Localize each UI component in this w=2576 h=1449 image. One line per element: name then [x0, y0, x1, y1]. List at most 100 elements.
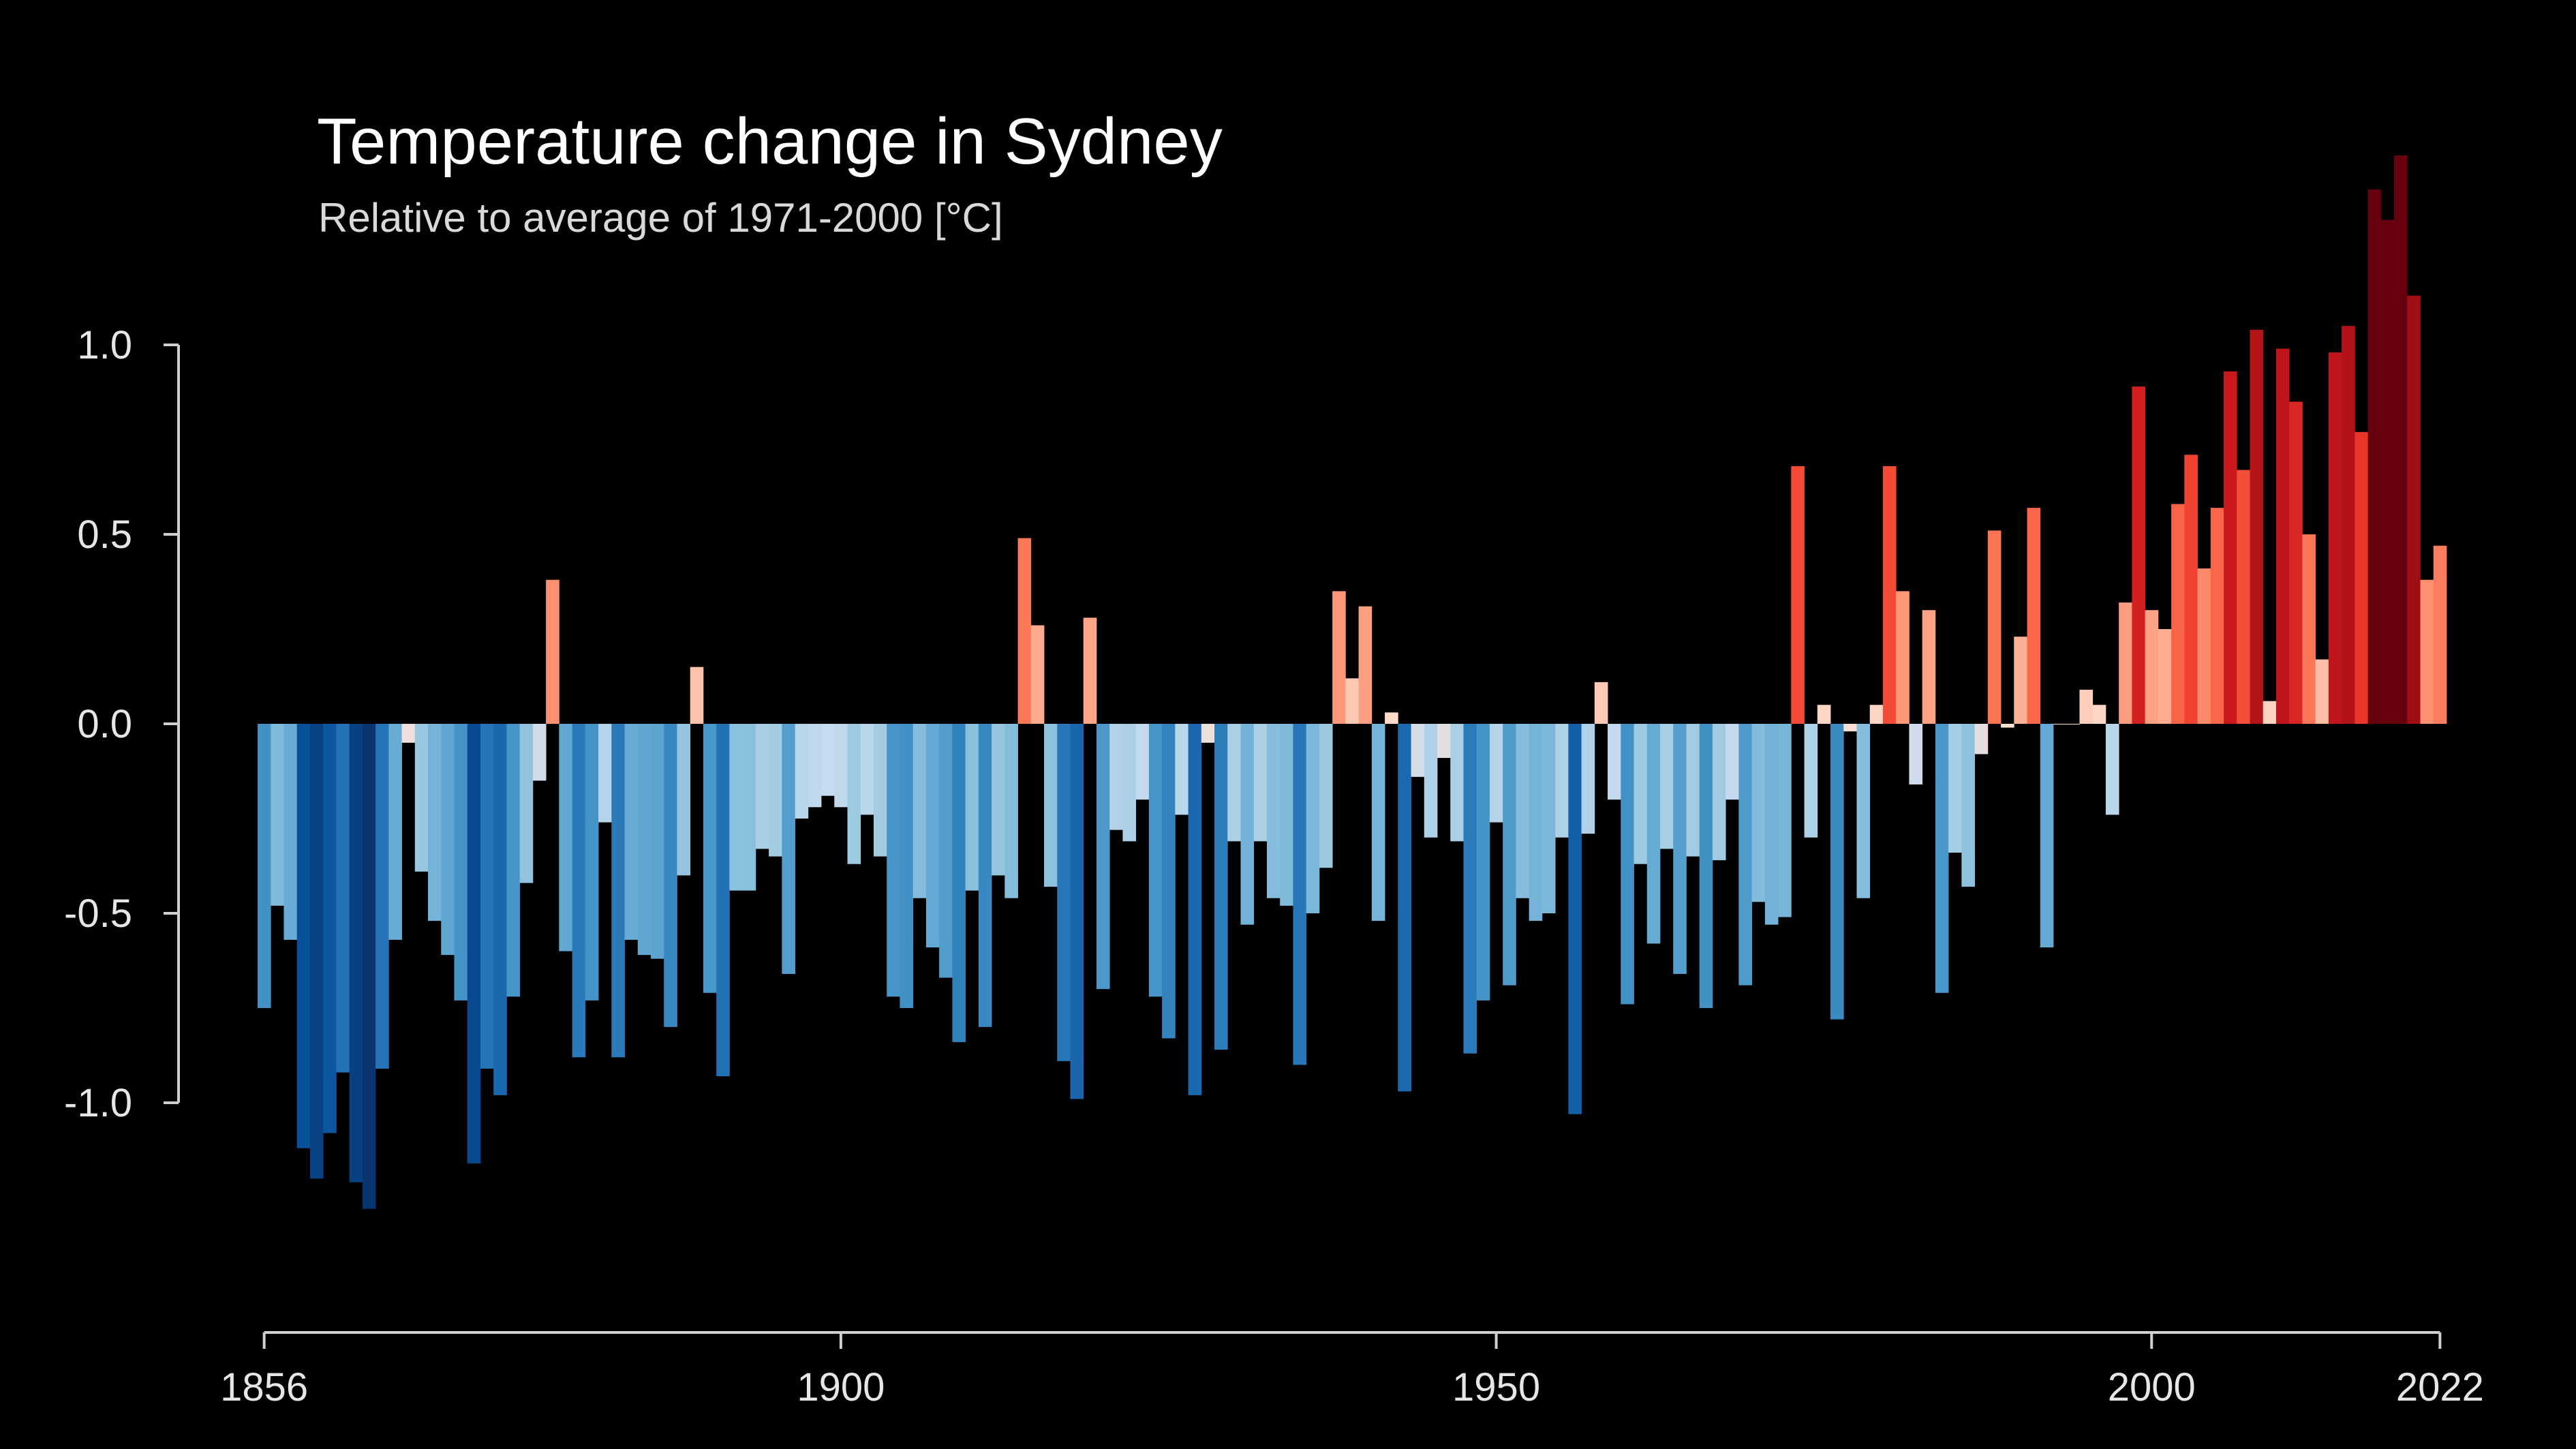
bar-1917	[1057, 724, 1071, 1061]
bar-1957	[1581, 724, 1595, 834]
bar-1975	[1817, 705, 1831, 724]
bar-1862	[336, 724, 350, 1073]
bar-1971	[1764, 724, 1779, 925]
bar-1951	[1503, 724, 1516, 986]
bar-2005	[2210, 508, 2224, 724]
bar-1882	[598, 724, 612, 823]
bar-1915	[1030, 625, 1045, 724]
bar-1891	[716, 724, 730, 1077]
bar-1933	[1266, 724, 1281, 898]
bar-1911	[978, 724, 992, 1027]
bar-1931	[1240, 724, 1255, 925]
bar-2008	[2250, 329, 2264, 724]
y-tick-label: 1.0	[77, 323, 132, 367]
bar-1986	[1961, 724, 1975, 887]
bar-1947	[1450, 724, 1464, 842]
bar-1883	[611, 724, 625, 1058]
bar-1879	[559, 724, 572, 951]
bar-1884	[624, 724, 639, 940]
bar-1937	[1319, 724, 1333, 868]
bar-1934	[1280, 724, 1293, 906]
bar-1984	[1935, 724, 1949, 993]
bar-1902	[860, 724, 874, 815]
bar-1890	[703, 724, 717, 993]
bar-1928	[1201, 724, 1215, 743]
bar-1900	[834, 724, 848, 808]
bar-1946	[1437, 724, 1451, 759]
bar-1921	[1109, 724, 1123, 830]
bar-1967	[1712, 724, 1726, 861]
bar-1865	[375, 724, 389, 1069]
bar-2006	[2224, 371, 2237, 724]
bar-1869	[428, 724, 442, 921]
y-tick-label: -0.5	[64, 891, 132, 936]
bar-1885	[637, 724, 651, 956]
bar-1920	[1096, 724, 1110, 990]
bar-2001	[2158, 629, 2172, 724]
bar-1859	[296, 724, 311, 1148]
bar-1999	[2132, 386, 2146, 724]
bar-1998	[2119, 603, 2132, 724]
bar-1996	[2092, 705, 2106, 724]
bar-1950	[1489, 724, 1503, 823]
bar-1943	[1398, 724, 1411, 1092]
bar-1866	[388, 724, 402, 940]
bar-1856	[258, 724, 271, 1008]
bar-1910	[965, 724, 979, 891]
bar-1976	[1830, 724, 1844, 1020]
bar-1935	[1293, 724, 1307, 1065]
bar-1903	[873, 724, 887, 857]
bar-2003	[2184, 455, 2198, 724]
bar-1960	[1621, 724, 1634, 1005]
bar-1888	[677, 724, 691, 876]
bar-1955	[1555, 724, 1569, 838]
bar-1876	[519, 724, 534, 883]
bar-1895	[769, 724, 782, 857]
bar-1932	[1253, 724, 1268, 842]
bar-1923	[1135, 724, 1150, 800]
y-tick-label: 0.5	[77, 513, 132, 557]
bar-1864	[362, 724, 376, 1209]
bar-1919	[1083, 617, 1097, 724]
bar-1905	[900, 724, 914, 1008]
bar-2014	[2328, 352, 2342, 724]
x-tick-label: 2022	[2396, 1365, 2484, 1409]
bar-1908	[939, 724, 953, 978]
bar-1914	[1017, 538, 1032, 724]
bar-1949	[1476, 724, 1490, 1001]
bar-1990	[2014, 637, 2027, 724]
bar-1959	[1608, 724, 1621, 800]
bar-1927	[1188, 724, 1202, 1095]
bar-1985	[1948, 724, 1962, 853]
bar-1989	[2001, 724, 2014, 728]
bar-1995	[2079, 689, 2094, 724]
bar-1874	[493, 724, 507, 1095]
bar-1948	[1463, 724, 1477, 1054]
bar-1942	[1385, 712, 1398, 724]
bar-1979	[1869, 705, 1884, 724]
bar-2012	[2302, 534, 2316, 724]
bar-1941	[1371, 724, 1385, 921]
bar-2002	[2171, 504, 2185, 724]
bar-2018	[2380, 219, 2395, 724]
y-tick-label: 0.0	[77, 702, 132, 746]
bar-1881	[585, 724, 599, 1001]
bar-1952	[1516, 724, 1530, 898]
bar-2019	[2394, 155, 2408, 724]
bar-1963	[1659, 724, 1674, 849]
bar-1938	[1332, 591, 1346, 724]
bar-1965	[1686, 724, 1700, 857]
bar-1929	[1214, 724, 1228, 1050]
bar-1863	[349, 724, 363, 1183]
bar-1906	[913, 724, 927, 898]
y-axis: 1.0 0.5 0.0 -0.5 -1.0	[64, 323, 180, 1125]
bar-1958	[1594, 682, 1608, 724]
bars-group	[258, 155, 2447, 1209]
bar-1904	[887, 724, 900, 997]
bar-1982	[1909, 724, 1923, 784]
bar-1858	[283, 724, 298, 940]
bar-1973	[1791, 466, 1805, 724]
bar-1887	[664, 724, 677, 1027]
x-tick-label: 1900	[797, 1365, 885, 1409]
